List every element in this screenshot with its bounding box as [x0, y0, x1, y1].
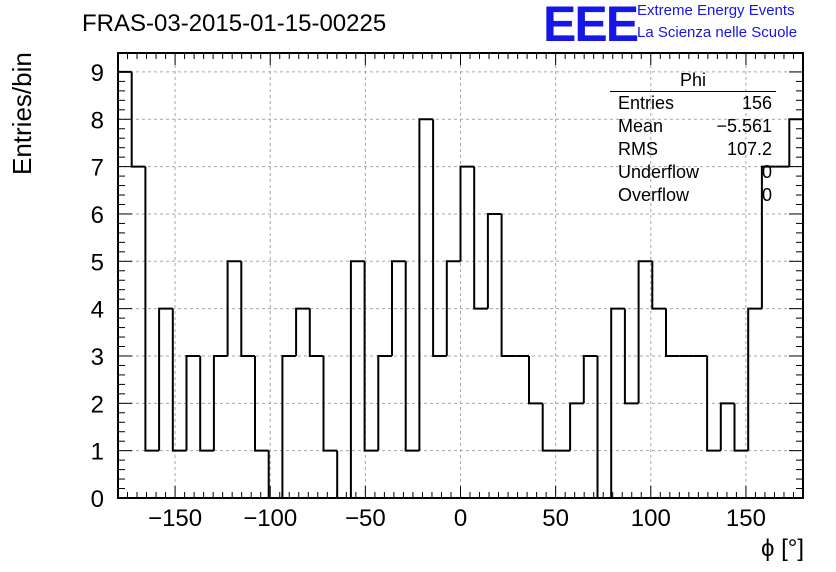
tick-labels: −150 −100 −50 0 50 100 150 0 1 2 3 4 5 6 7 8 9 [91, 60, 766, 532]
histogram-bin [432, 119, 447, 357]
y-tick-label: 5 [91, 249, 104, 276]
stats-row-underflow: Underflow 0 [610, 161, 776, 184]
histogram-bin [377, 354, 392, 451]
histogram-bin [541, 403, 557, 452]
histogram-bin [281, 354, 297, 498]
stats-label: Mean [618, 116, 664, 136]
x-tick-label: −100 [243, 505, 297, 532]
x-tick-label: 100 [631, 505, 671, 532]
histogram-bin [185, 354, 201, 451]
histogram-bin [719, 402, 735, 451]
histogram-bin [322, 355, 338, 452]
stats-row-rms: RMS 107.2 [610, 138, 776, 161]
x-tick-label: 50 [542, 505, 569, 532]
histogram-bin [528, 355, 543, 405]
histogram-bin [254, 355, 269, 452]
histogram-bin [500, 213, 516, 357]
histogram-bin [610, 307, 625, 498]
histogram-bin [391, 260, 406, 356]
stats-name: Phi [610, 71, 776, 92]
histogram-bin [349, 260, 365, 498]
y-axis-label: Entries/bin [7, 52, 37, 175]
histogram-bin [760, 165, 776, 309]
logo-line-1: Extreme Energy Events [637, 2, 795, 19]
histogram-bin [486, 212, 502, 309]
y-tick-label: 9 [91, 60, 104, 87]
stats-value: 156 [741, 93, 772, 113]
histogram-bin [623, 308, 639, 405]
histogram-bin [308, 308, 324, 357]
y-tick-label: 2 [91, 391, 104, 418]
y-tick-label: 6 [91, 202, 104, 229]
eee-logo: EEE [543, 0, 639, 52]
histogram-bin [404, 261, 420, 452]
histogram-bin [459, 165, 475, 262]
histogram-bin [473, 166, 488, 310]
y-tick-label: 0 [91, 486, 104, 513]
y-tick-label: 8 [91, 107, 104, 134]
x-tick-label: −150 [148, 505, 202, 532]
logo-line-2: La Scienza nelle Scuole [637, 24, 798, 41]
x-tick-label: −50 [345, 505, 386, 532]
histogram-bin [596, 355, 612, 499]
histogram-bin [117, 70, 132, 498]
stats-value: 0 [761, 185, 772, 205]
histogram-bin [706, 355, 721, 452]
histogram-bin [665, 308, 680, 357]
histogram-bin [747, 307, 762, 451]
axes [117, 52, 804, 499]
stats-label: Underflow [618, 162, 700, 182]
histogram-bin [336, 450, 351, 499]
histogram-bin [171, 308, 187, 452]
stats-label: Overflow [618, 185, 690, 205]
x-axis-label: ϕ [°] [760, 535, 804, 562]
chart-title: FRAS-03-2015-01-15-00225 [82, 10, 387, 37]
histogram-bin [199, 355, 214, 452]
histogram-bin [295, 307, 310, 356]
histogram-bin [226, 260, 242, 356]
stats-box: Phi Entries 156 Mean −5.561 RMS 107.2 Un… [610, 71, 776, 207]
stats-row-entries: Entries 156 [610, 92, 776, 115]
x-tick-label: 0 [454, 505, 467, 532]
stats-label: Entries [618, 93, 675, 113]
stats-row-overflow: Overflow 0 [610, 184, 776, 207]
histogram-bin [158, 307, 173, 451]
histogram-bin [267, 450, 283, 499]
histogram-bin [363, 261, 379, 452]
stats-row-mean: Mean −5.561 [610, 115, 776, 138]
y-tick-label: 1 [91, 439, 104, 466]
x-tick-label: 150 [726, 505, 766, 532]
y-tick-label: 4 [91, 297, 104, 324]
stats-label: RMS [618, 139, 658, 159]
histogram-bin [651, 261, 666, 310]
histogram-bin [569, 402, 584, 451]
histogram-bin [418, 118, 434, 451]
stats-value: −5.561 [716, 116, 772, 136]
histogram-bin [637, 260, 653, 404]
histogram-bin [212, 354, 228, 451]
y-tick-label: 7 [91, 155, 104, 182]
histogram-bin [445, 260, 461, 356]
stats-value: 0 [761, 162, 772, 182]
histogram-bin [733, 403, 749, 452]
y-tick-label: 3 [91, 344, 104, 371]
histogram-bin [240, 261, 255, 357]
histogram-bin [582, 354, 598, 404]
histogram-bin [144, 166, 160, 452]
stats-value: 107.2 [726, 139, 772, 159]
